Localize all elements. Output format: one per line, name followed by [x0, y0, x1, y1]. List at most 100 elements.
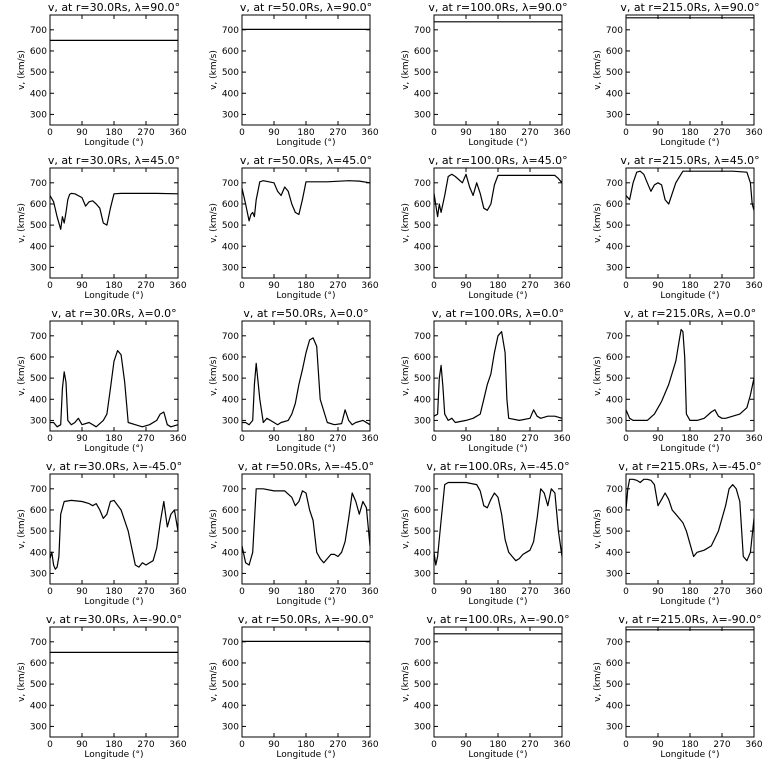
x-axis-label: Longitude (°)	[468, 444, 527, 454]
x-tick-label: 360	[553, 128, 570, 138]
x-tick-label: 90	[76, 434, 88, 444]
x-tick-label: 360	[169, 434, 186, 444]
x-tick-label: 360	[361, 740, 378, 750]
x-tick-label: 360	[169, 740, 186, 750]
y-tick-label: 500	[30, 374, 47, 384]
series-line	[241, 180, 371, 222]
x-tick-label: 180	[105, 740, 122, 750]
plot-frame	[49, 14, 179, 126]
x-tick-label: 0	[47, 281, 53, 291]
x-tick-label: 90	[76, 587, 88, 597]
y-tick-label: 400	[606, 89, 623, 99]
x-tick-label: 270	[329, 740, 346, 750]
plot-frame	[625, 626, 755, 738]
series-line	[241, 488, 371, 566]
y-tick-label: 400	[606, 395, 623, 405]
y-axis-label: v, (km/s)	[401, 356, 411, 396]
y-tick-label: 300	[222, 110, 239, 120]
chart-title: v, at r=100.0Rs, λ=-45.0°	[426, 460, 569, 473]
y-tick-label: 600	[414, 200, 431, 210]
chart-panel: v, at r=215.0Rs, λ=-45.0° 0 90 180 270 360 300…	[593, 460, 763, 607]
x-tick-label: 270	[137, 128, 154, 138]
x-tick-label: 270	[713, 587, 730, 597]
y-axis-label: v, (km/s)	[593, 356, 603, 396]
y-tick-label: 300	[414, 263, 431, 273]
y-tick-label: 300	[606, 263, 623, 273]
y-tick-label: 600	[414, 353, 431, 363]
x-axis-label: Longitude (°)	[84, 444, 143, 454]
y-tick-label: 500	[414, 68, 431, 78]
y-tick-label: 600	[30, 47, 47, 57]
y-tick-label: 300	[414, 416, 431, 426]
y-tick-label: 400	[606, 242, 623, 252]
x-tick-label: 360	[361, 128, 378, 138]
x-axis-label: Longitude (°)	[468, 138, 527, 148]
plot-frame	[433, 14, 563, 126]
x-tick-label: 270	[329, 281, 346, 291]
x-axis-label: Longitude (°)	[276, 597, 335, 607]
y-axis-label: v, (km/s)	[593, 203, 603, 243]
chart-title: v, at r=50.0Rs, λ=90.0°	[240, 1, 372, 14]
x-tick-label: 270	[137, 434, 154, 444]
plot-frame	[241, 320, 371, 432]
y-tick-label: 500	[222, 221, 239, 231]
plot-frame	[625, 320, 755, 432]
x-tick-label: 360	[745, 434, 762, 444]
chart-title: v, at r=100.0Rs, λ=90.0°	[428, 1, 567, 14]
y-tick-label: 700	[30, 26, 47, 36]
x-axis-label: Longitude (°)	[84, 597, 143, 607]
y-tick-label: 500	[222, 68, 239, 78]
series-line	[433, 173, 563, 218]
x-tick-label: 180	[489, 434, 506, 444]
x-tick-label: 360	[553, 281, 570, 291]
y-tick-label: 600	[606, 200, 623, 210]
x-tick-label: 0	[431, 434, 437, 444]
x-tick-label: 0	[239, 587, 245, 597]
x-tick-label: 0	[431, 128, 437, 138]
x-tick-label: 0	[47, 740, 53, 750]
y-tick-label: 300	[222, 416, 239, 426]
x-tick-label: 270	[713, 281, 730, 291]
x-tick-label: 180	[297, 740, 314, 750]
y-tick-label: 400	[30, 701, 47, 711]
x-tick-label: 0	[623, 434, 629, 444]
x-tick-label: 180	[681, 587, 698, 597]
plot-frame	[49, 626, 179, 738]
plot-frame	[241, 14, 371, 126]
series-line	[625, 170, 755, 211]
y-tick-label: 400	[606, 701, 623, 711]
chart-panel: v, at r=30.0Rs, λ=-90.0° 0 90 180 270 360 300 4…	[17, 613, 187, 760]
x-tick-label: 180	[297, 281, 314, 291]
chart-panel: v, at r=30.0Rs, λ=90.0° 0 90 180 270 360 300 40…	[17, 1, 187, 148]
y-tick-label: 400	[414, 395, 431, 405]
x-tick-label: 0	[239, 434, 245, 444]
y-tick-label: 500	[606, 680, 623, 690]
x-tick-label: 360	[361, 281, 378, 291]
y-tick-label: 700	[30, 638, 47, 648]
y-tick-label: 300	[414, 722, 431, 732]
y-tick-label: 300	[222, 263, 239, 273]
y-tick-label: 400	[30, 395, 47, 405]
y-axis-label: v, (km/s)	[401, 50, 411, 90]
y-axis-label: v, (km/s)	[209, 509, 219, 549]
x-tick-label: 270	[521, 740, 538, 750]
y-tick-label: 600	[222, 506, 239, 516]
plot-frame	[625, 167, 755, 279]
y-tick-label: 300	[414, 110, 431, 120]
y-tick-label: 500	[30, 221, 47, 231]
chart-title: v, at r=100.0Rs, λ=0.0°	[432, 307, 564, 320]
y-tick-label: 600	[414, 506, 431, 516]
y-tick-label: 700	[606, 638, 623, 648]
y-axis-label: v, (km/s)	[17, 203, 27, 243]
y-tick-label: 700	[606, 179, 623, 189]
x-tick-label: 270	[329, 434, 346, 444]
y-axis-label: v, (km/s)	[401, 662, 411, 702]
y-axis-label: v, (km/s)	[209, 662, 219, 702]
x-tick-label: 0	[239, 740, 245, 750]
x-tick-label: 0	[239, 281, 245, 291]
y-tick-label: 700	[30, 332, 47, 342]
y-tick-label: 400	[414, 548, 431, 558]
series-line	[50, 350, 179, 428]
x-tick-label: 270	[137, 740, 154, 750]
x-tick-label: 360	[169, 587, 186, 597]
